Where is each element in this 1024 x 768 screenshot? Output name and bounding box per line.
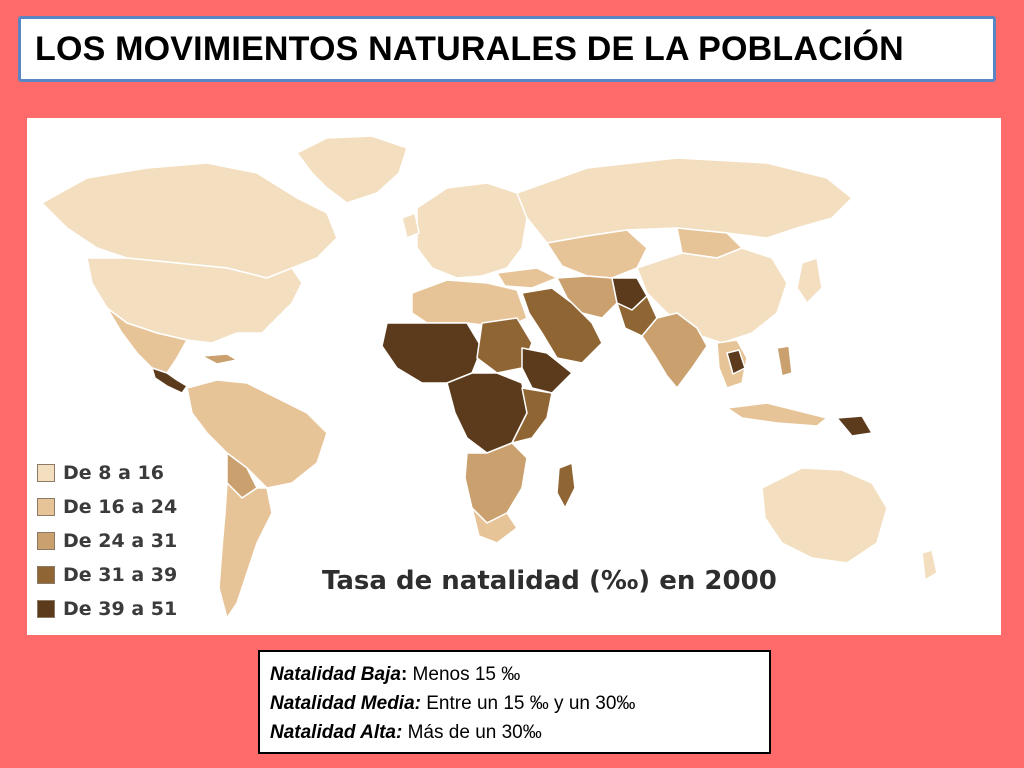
legend-swatch	[37, 498, 55, 516]
region-central-america	[151, 367, 188, 394]
region-india	[641, 312, 708, 389]
region-south-america-north	[186, 379, 328, 489]
region-china	[636, 247, 788, 344]
region-new-zealand	[921, 549, 938, 581]
region-japan	[796, 257, 823, 304]
region-greenland	[296, 135, 408, 204]
region-north-america-north	[41, 162, 338, 279]
info-line-baja: Natalidad Baja: Menos 15 ‰	[270, 660, 759, 689]
region-madagascar	[556, 462, 576, 509]
world-map	[41, 135, 938, 619]
slide-title: LOS MOVIMIENTOS NATURALES DE LA POBLACIÓ…	[35, 29, 904, 68]
info-line-media: Natalidad Media: Entre un 15 ‰ y un 30‰	[270, 689, 759, 718]
legend-label: De 8 a 16	[63, 462, 164, 484]
region-iran	[556, 275, 618, 319]
legend-label: De 31 a 39	[63, 564, 178, 586]
info-line-alta: Natalidad Alta: Más de un 30‰	[270, 718, 759, 747]
info-separator: :	[400, 664, 408, 685]
region-arabia	[521, 287, 603, 364]
region-southern-africa	[464, 442, 528, 524]
info-term: Natalidad Baja	[270, 664, 401, 685]
legend-swatch	[37, 532, 55, 550]
region-turkey	[496, 267, 558, 289]
info-text: Menos 15 ‰	[407, 664, 521, 685]
region-europe	[416, 182, 528, 279]
legend-item: De 8 a 16	[37, 456, 177, 490]
legend-swatch	[37, 600, 55, 618]
world-map-panel: De 8 a 16 De 16 a 24 De 24 a 31 De 31 a …	[27, 118, 1001, 635]
region-indonesia	[726, 402, 828, 427]
region-uk	[401, 212, 420, 239]
region-caribbean	[201, 353, 238, 365]
legend-label: De 24 a 31	[63, 530, 178, 552]
map-legend: De 8 a 16 De 16 a 24 De 24 a 31 De 31 a …	[37, 456, 177, 626]
legend-label: De 16 a 24	[63, 496, 178, 518]
region-papua	[836, 415, 873, 437]
region-south-america-south	[218, 482, 273, 619]
legend-item: De 16 a 24	[37, 490, 177, 524]
legend-label: De 39 a 51	[63, 598, 178, 620]
natality-info-box: Natalidad Baja: Menos 15 ‰ Natalidad Med…	[258, 650, 771, 754]
info-term: Natalidad Alta:	[270, 722, 403, 743]
region-australia	[761, 467, 888, 564]
region-east-africa	[511, 387, 553, 444]
legend-swatch	[37, 464, 55, 482]
region-laos	[726, 349, 746, 375]
region-south-africa	[471, 507, 518, 544]
legend-swatch	[37, 566, 55, 584]
info-text: Más de un 30‰	[402, 722, 542, 743]
legend-item: De 31 a 39	[37, 558, 177, 592]
slide-title-box: LOS MOVIMIENTOS NATURALES DE LA POBLACIÓ…	[18, 16, 996, 82]
map-caption: Tasa de natalidad (‰) en 2000	[322, 566, 777, 596]
info-term: Natalidad Media:	[270, 693, 421, 714]
region-philippines	[776, 345, 793, 377]
region-mexico	[106, 307, 188, 374]
legend-item: De 39 a 51	[37, 592, 177, 626]
legend-item: De 24 a 31	[37, 524, 177, 558]
info-text: Entre un 15 ‰ y un 30‰	[420, 693, 636, 714]
region-west-africa	[381, 322, 483, 384]
